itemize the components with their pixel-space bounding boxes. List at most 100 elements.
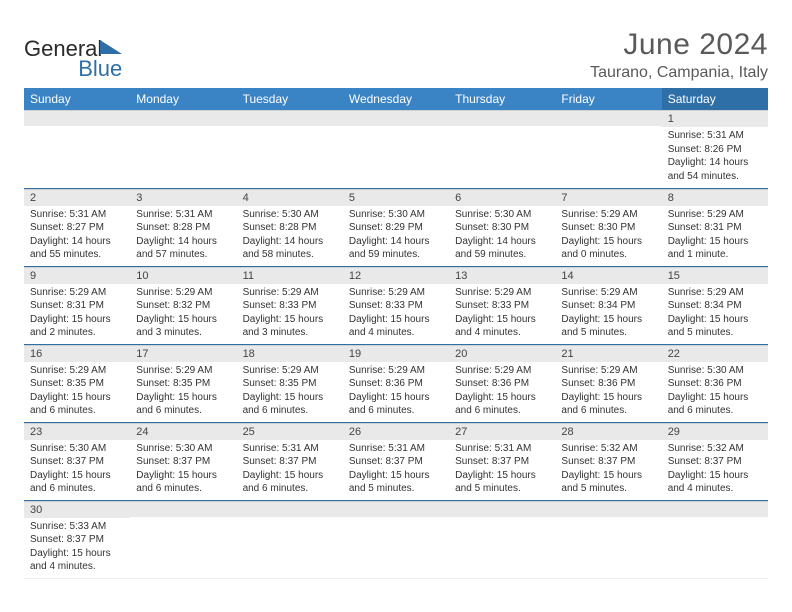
- day-number: 22: [662, 345, 768, 362]
- calendar-cell: 8 Sunrise: 5:29 AMSunset: 8:31 PMDaylight…: [662, 188, 768, 266]
- sunset-line: Sunset: 8:31 PM: [30, 299, 124, 313]
- calendar-cell: 16Sunrise: 5:29 AMSunset: 8:35 PMDayligh…: [24, 344, 130, 422]
- day-number: [130, 501, 236, 517]
- day-content: [343, 126, 449, 182]
- sunrise-line: Sunrise: 5:29 AM: [136, 286, 230, 300]
- day-content: Sunrise: 5:29 AMSunset: 8:33 PMDaylight:…: [343, 284, 449, 344]
- title-block: June 2024 Taurano, Campania, Italy: [590, 28, 768, 82]
- sunset-line: Sunset: 8:34 PM: [668, 299, 762, 313]
- sunrise-line: Sunrise: 5:30 AM: [349, 208, 443, 222]
- day-number: 27: [449, 423, 555, 440]
- day-content: Sunrise: 5:29 AMSunset: 8:35 PMDaylight:…: [130, 362, 236, 422]
- sunset-line: Sunset: 8:28 PM: [136, 221, 230, 235]
- sunrise-line: Sunrise: 5:31 AM: [668, 129, 762, 143]
- day-number: 29: [662, 423, 768, 440]
- calendar-cell: 25Sunrise: 5:31 AMSunset: 8:37 PMDayligh…: [237, 422, 343, 500]
- daylight-line: Daylight: 15 hours and 4 minutes.: [668, 469, 762, 496]
- calendar-cell-empty: [449, 110, 555, 188]
- sunset-line: Sunset: 8:37 PM: [30, 533, 124, 547]
- day-content: [449, 517, 555, 573]
- sunset-line: Sunset: 8:30 PM: [455, 221, 549, 235]
- day-number: 11: [237, 267, 343, 284]
- day-content: Sunrise: 5:29 AMSunset: 8:30 PMDaylight:…: [555, 206, 661, 266]
- daylight-line: Daylight: 15 hours and 6 minutes.: [349, 391, 443, 418]
- calendar-cell: 22Sunrise: 5:30 AMSunset: 8:36 PMDayligh…: [662, 344, 768, 422]
- calendar-cell: 17Sunrise: 5:29 AMSunset: 8:35 PMDayligh…: [130, 344, 236, 422]
- day-content: [555, 126, 661, 182]
- day-number: 12: [343, 267, 449, 284]
- sunrise-line: Sunrise: 5:29 AM: [349, 286, 443, 300]
- sunrise-line: Sunrise: 5:31 AM: [455, 442, 549, 456]
- day-number: 3: [130, 189, 236, 206]
- day-content: Sunrise: 5:29 AMSunset: 8:34 PMDaylight:…: [555, 284, 661, 344]
- daylight-line: Daylight: 14 hours and 54 minutes.: [668, 156, 762, 183]
- calendar-cell: 18Sunrise: 5:29 AMSunset: 8:35 PMDayligh…: [237, 344, 343, 422]
- calendar-cell: 14Sunrise: 5:29 AMSunset: 8:34 PMDayligh…: [555, 266, 661, 344]
- day-number: 6: [449, 189, 555, 206]
- day-content: Sunrise: 5:29 AMSunset: 8:32 PMDaylight:…: [130, 284, 236, 344]
- daylight-line: Daylight: 15 hours and 4 minutes.: [455, 313, 549, 340]
- logo-text: GeneralBlue: [24, 36, 122, 82]
- calendar-cell: 20Sunrise: 5:29 AMSunset: 8:36 PMDayligh…: [449, 344, 555, 422]
- calendar-cell: 3Sunrise: 5:31 AMSunset: 8:28 PMDaylight…: [130, 188, 236, 266]
- sunset-line: Sunset: 8:37 PM: [561, 455, 655, 469]
- sunset-line: Sunset: 8:26 PM: [668, 143, 762, 157]
- daylight-line: Daylight: 15 hours and 5 minutes.: [349, 469, 443, 496]
- daylight-line: Daylight: 14 hours and 55 minutes.: [30, 235, 124, 262]
- daylight-line: Daylight: 14 hours and 58 minutes.: [243, 235, 337, 262]
- daylight-line: Daylight: 15 hours and 6 minutes.: [30, 469, 124, 496]
- day-content: Sunrise: 5:30 AMSunset: 8:28 PMDaylight:…: [237, 206, 343, 266]
- day-content: Sunrise: 5:32 AMSunset: 8:37 PMDaylight:…: [662, 440, 768, 500]
- day-content: Sunrise: 5:33 AMSunset: 8:37 PMDaylight:…: [24, 518, 130, 578]
- sunset-line: Sunset: 8:36 PM: [561, 377, 655, 391]
- day-content: [449, 126, 555, 182]
- month-title: June 2024: [590, 28, 768, 62]
- day-number: 10: [130, 267, 236, 284]
- daylight-line: Daylight: 15 hours and 3 minutes.: [136, 313, 230, 340]
- day-content: [130, 126, 236, 182]
- daylight-line: Daylight: 15 hours and 6 minutes.: [136, 469, 230, 496]
- sunrise-line: Sunrise: 5:29 AM: [136, 364, 230, 378]
- daylight-line: Daylight: 15 hours and 1 minute.: [668, 235, 762, 262]
- calendar-body: 1Sunrise: 5:31 AMSunset: 8:26 PMDaylight…: [24, 110, 768, 578]
- daylight-line: Daylight: 15 hours and 4 minutes.: [30, 547, 124, 574]
- day-number: 28: [555, 423, 661, 440]
- sunrise-line: Sunrise: 5:30 AM: [455, 208, 549, 222]
- calendar-cell: 28Sunrise: 5:32 AMSunset: 8:37 PMDayligh…: [555, 422, 661, 500]
- daylight-line: Daylight: 15 hours and 6 minutes.: [136, 391, 230, 418]
- sunrise-line: Sunrise: 5:29 AM: [668, 208, 762, 222]
- sunrise-line: Sunrise: 5:29 AM: [455, 364, 549, 378]
- weekday-header: Sunday: [24, 88, 130, 110]
- daylight-line: Daylight: 14 hours and 57 minutes.: [136, 235, 230, 262]
- day-number: 21: [555, 345, 661, 362]
- daylight-line: Daylight: 15 hours and 4 minutes.: [349, 313, 443, 340]
- calendar-row: 30Sunrise: 5:33 AMSunset: 8:37 PMDayligh…: [24, 500, 768, 578]
- sunset-line: Sunset: 8:37 PM: [349, 455, 443, 469]
- day-content: Sunrise: 5:29 AMSunset: 8:36 PMDaylight:…: [449, 362, 555, 422]
- calendar-cell: 19Sunrise: 5:29 AMSunset: 8:36 PMDayligh…: [343, 344, 449, 422]
- day-content: Sunrise: 5:29 AMSunset: 8:35 PMDaylight:…: [237, 362, 343, 422]
- daylight-line: Daylight: 14 hours and 59 minutes.: [455, 235, 549, 262]
- sunset-line: Sunset: 8:32 PM: [136, 299, 230, 313]
- sunset-line: Sunset: 8:37 PM: [455, 455, 549, 469]
- day-number: 14: [555, 267, 661, 284]
- day-number: 15: [662, 267, 768, 284]
- calendar-cell: 26Sunrise: 5:31 AMSunset: 8:37 PMDayligh…: [343, 422, 449, 500]
- day-content: Sunrise: 5:29 AMSunset: 8:33 PMDaylight:…: [237, 284, 343, 344]
- calendar-cell-empty: [130, 500, 236, 578]
- day-number: 8: [662, 189, 768, 206]
- day-content: [237, 126, 343, 182]
- weekday-header: Friday: [555, 88, 661, 110]
- calendar-cell: 27Sunrise: 5:31 AMSunset: 8:37 PMDayligh…: [449, 422, 555, 500]
- calendar-cell: 1Sunrise: 5:31 AMSunset: 8:26 PMDaylight…: [662, 110, 768, 188]
- weekday-header: Wednesday: [343, 88, 449, 110]
- day-content: Sunrise: 5:29 AMSunset: 8:33 PMDaylight:…: [449, 284, 555, 344]
- calendar-cell-empty: [449, 500, 555, 578]
- day-number: [449, 501, 555, 517]
- calendar-cell: 29Sunrise: 5:32 AMSunset: 8:37 PMDayligh…: [662, 422, 768, 500]
- day-content: Sunrise: 5:29 AMSunset: 8:35 PMDaylight:…: [24, 362, 130, 422]
- logo-part2: Blue: [78, 56, 122, 81]
- day-number: 5: [343, 189, 449, 206]
- daylight-line: Daylight: 15 hours and 3 minutes.: [243, 313, 337, 340]
- sunset-line: Sunset: 8:31 PM: [668, 221, 762, 235]
